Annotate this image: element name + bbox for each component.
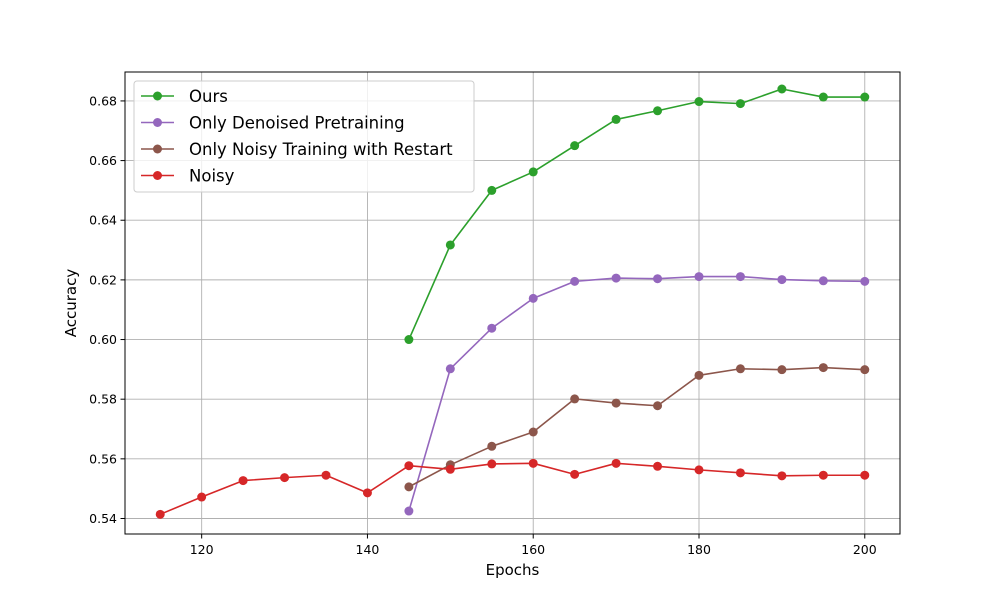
- data-point-noisy: [362, 488, 372, 498]
- series-ours: [404, 84, 870, 345]
- x-tick-label: 180: [687, 542, 711, 557]
- legend-label: Only Denoised Pretraining: [189, 114, 405, 133]
- data-point-only-noisy-training-with-restart: [487, 441, 497, 451]
- data-point-only-denoised-pretraining: [818, 276, 828, 286]
- data-point-only-denoised-pretraining: [611, 273, 621, 283]
- data-point-only-denoised-pretraining: [445, 364, 455, 374]
- data-point-noisy: [611, 458, 621, 468]
- data-point-only-denoised-pretraining: [404, 506, 414, 516]
- y-tick-label: 0.60: [89, 332, 117, 347]
- legend-label: Ours: [189, 87, 228, 106]
- data-point-ours: [735, 99, 745, 109]
- data-point-noisy: [238, 476, 248, 486]
- data-point-noisy: [404, 461, 414, 471]
- data-point-only-noisy-training-with-restart: [694, 370, 704, 380]
- series-line-noisy: [159, 462, 865, 516]
- legend-entry: Only Denoised Pretraining: [141, 114, 405, 133]
- data-point-only-noisy-training-with-restart: [611, 398, 621, 408]
- y-tick-label: 0.58: [89, 392, 117, 407]
- y-tick-label: 0.54: [89, 511, 117, 526]
- legend-entry: Ours: [141, 87, 228, 106]
- data-point-only-denoised-pretraining: [777, 275, 787, 285]
- data-point-noisy: [155, 509, 165, 519]
- data-point-noisy: [860, 470, 870, 480]
- data-point-only-denoised-pretraining: [570, 276, 580, 286]
- data-point-noisy: [280, 473, 290, 483]
- legend-marker: [153, 91, 162, 101]
- data-point-ours: [528, 167, 538, 177]
- data-point-ours: [777, 84, 787, 94]
- data-point-only-noisy-training-with-restart: [735, 364, 745, 374]
- data-point-noisy: [487, 459, 497, 469]
- y-tick-label: 0.56: [89, 451, 117, 466]
- series-only-noisy-training-with-restart: [404, 363, 870, 492]
- data-point-only-noisy-training-with-restart: [777, 365, 787, 375]
- data-point-noisy: [197, 492, 207, 502]
- x-tick-label: 120: [190, 542, 214, 557]
- plot-frame: [124, 71, 901, 535]
- data-point-noisy: [528, 458, 538, 468]
- data-point-ours: [694, 97, 704, 107]
- data-point-noisy: [653, 461, 663, 471]
- data-point-ours: [818, 92, 828, 102]
- data-point-noisy: [818, 470, 828, 480]
- legend-box: [133, 80, 475, 193]
- data-point-only-denoised-pretraining: [694, 272, 704, 282]
- legend: Ours Only Denoised Pretraining Only Noisy …: [133, 80, 475, 193]
- data-point-only-denoised-pretraining: [528, 293, 538, 303]
- x-tick-label: 200: [853, 542, 877, 557]
- y-tick-label: 0.64: [89, 213, 117, 228]
- x-tick-label: 140: [356, 542, 380, 557]
- series-line-ours: [408, 88, 865, 340]
- series-only-denoised-pretraining: [404, 272, 870, 516]
- legend-label: Only Noisy Training with Restart: [189, 140, 453, 159]
- data-point-noisy: [570, 469, 580, 479]
- data-point-ours: [611, 114, 621, 124]
- series-layer: [155, 84, 870, 519]
- legend-label: Noisy: [189, 167, 235, 186]
- data-point-ours: [653, 106, 663, 116]
- legend-entry: Only Noisy Training with Restart: [141, 140, 453, 159]
- data-point-noisy: [777, 471, 787, 481]
- data-point-ours: [445, 240, 455, 250]
- y-tick-label: 0.62: [89, 272, 117, 287]
- data-point-only-noisy-training-with-restart: [404, 482, 414, 492]
- series-line-only-noisy-training-with-restart: [408, 366, 865, 488]
- data-point-noisy: [321, 470, 331, 480]
- y-tick-label: 0.68: [89, 93, 117, 108]
- data-point-only-noisy-training-with-restart: [528, 427, 538, 437]
- data-point-only-denoised-pretraining: [653, 274, 663, 284]
- axis-ticks: 120 140 160 180 200 0.54 0.56 0.58 0.60 0.62 0.64 0…: [89, 93, 877, 557]
- data-point-noisy: [735, 468, 745, 478]
- data-point-ours: [487, 185, 497, 195]
- y-axis-label: Accuracy: [62, 269, 80, 338]
- data-point-only-denoised-pretraining: [860, 276, 870, 286]
- data-point-only-denoised-pretraining: [487, 323, 497, 333]
- data-point-ours: [570, 141, 580, 151]
- legend-marker: [153, 144, 162, 154]
- data-point-only-noisy-training-with-restart: [653, 401, 663, 411]
- data-point-only-noisy-training-with-restart: [860, 365, 870, 375]
- series-noisy: [155, 458, 870, 519]
- data-point-noisy: [694, 465, 704, 475]
- data-point-only-noisy-training-with-restart: [570, 394, 580, 404]
- series-line-only-denoised-pretraining: [408, 275, 865, 512]
- data-point-only-denoised-pretraining: [735, 272, 745, 282]
- data-point-ours: [860, 92, 870, 102]
- data-point-noisy: [445, 464, 455, 474]
- legend-entry: Noisy: [141, 167, 235, 186]
- x-axis-label: Epochs: [486, 561, 540, 579]
- x-tick-label: 160: [521, 542, 545, 557]
- data-point-ours: [404, 335, 414, 345]
- legend-marker: [153, 171, 162, 180]
- y-tick-label: 0.66: [89, 153, 117, 168]
- data-point-only-noisy-training-with-restart: [818, 363, 828, 373]
- legend-marker: [153, 118, 162, 127]
